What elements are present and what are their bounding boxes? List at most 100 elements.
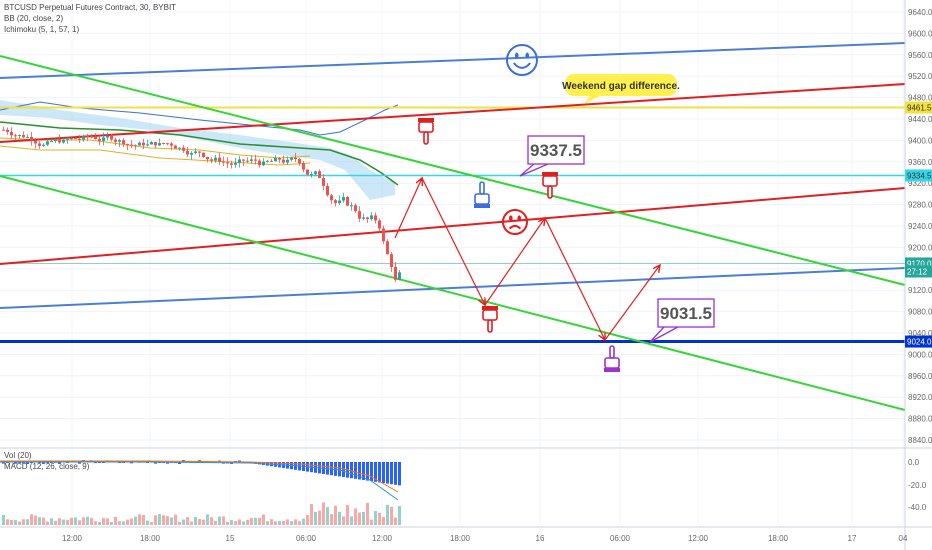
candle-body [50,141,53,143]
candle-body [110,135,113,140]
volume-bar [302,518,305,525]
macd-axis-tick: 0.0 [908,458,920,467]
candle-body [362,217,365,219]
candle-body [150,142,153,145]
volume-bar [398,505,401,525]
candle-body [270,160,273,162]
volume-bar [262,514,265,525]
candle-body [306,169,309,175]
smiley-face-icon [506,44,538,76]
candle-body [6,129,9,132]
candle-body [218,157,221,162]
price-axis-tick: 9000.0 [908,350,932,359]
volume-bar [222,516,225,525]
macd-bar [370,462,373,482]
candle-body [194,151,197,153]
volume-bar [226,521,229,525]
candle-body [90,136,93,138]
price-axis-tick: 8920.0 [908,393,932,402]
macd-bar [390,462,393,485]
volume-bar [370,519,373,525]
volume-bar [34,515,37,525]
legend-macd[interactable]: MACD (12, 26, close, 9) [4,462,90,471]
candle-body [162,142,165,144]
legend-ichimoku[interactable]: Ichimoku (5, 1, 57, 1) [4,25,80,34]
candle-body [398,272,401,280]
price-badge [905,101,932,114]
legend-symbol[interactable]: BTCUSD Perpetual Futures Contract, 30, B… [4,3,177,12]
ichimoku-base-line [0,121,399,186]
candle-body [118,140,121,142]
volume-bar [298,521,301,525]
candle-body [390,254,393,267]
candle-body [54,139,57,142]
volume-bar [50,518,53,525]
projection-arrow [544,217,605,340]
callout-9337-5: 9337.5 [519,135,585,177]
volume-bar [126,519,129,525]
ichimoku-cloud [0,100,395,200]
volume-bar [26,519,29,525]
macd-bar [78,462,81,464]
candle-body [74,138,77,140]
candle-body [262,161,265,166]
macd-bar [366,462,369,481]
candle-body [318,171,321,178]
candle-body [354,205,357,212]
price-axis-tick: 9200.0 [908,243,932,252]
price-badge-label: 27:12 [907,267,928,276]
candle-body [302,163,305,170]
candle-body [334,200,337,204]
price-badge-label: 9461.5 [907,103,932,112]
macd-bar [386,462,389,484]
candle-body [214,157,217,161]
trend-blue-lower [0,267,906,309]
volume-bar [318,510,321,525]
trend-red-upper [0,83,906,143]
candle-body [78,138,81,140]
candle-body [18,135,21,137]
volume-bar [178,521,181,525]
volume-bar [10,520,13,525]
candle-body [234,163,237,165]
volume-bar [242,521,245,525]
candle-body [250,159,253,161]
candle-body [322,177,325,186]
hand-pointing-down-icon [482,306,498,333]
legend-volume[interactable]: Vol (20) [4,451,32,460]
volume-bar [394,517,397,525]
price-axis-tick: 9240.0 [908,222,932,231]
candle-body [238,159,241,164]
candle-body [138,142,141,146]
candle-body [46,141,49,145]
volume-bar [150,521,153,525]
candle-body [254,159,257,161]
price-axis-tick: 8840.0 [908,436,932,445]
candle-body [286,159,289,163]
candle-body [42,144,45,146]
price-axis-tick: 9600.0 [908,29,932,38]
candle-body [246,160,249,162]
candle-body [14,135,17,137]
legend-bollinger[interactable]: BB (20, close, 2) [4,14,64,23]
macd-line [0,461,399,501]
time-axis-tick: 18:00 [768,534,789,543]
volume-bar [314,511,317,525]
candle-body [166,143,169,145]
macd-bar [26,462,29,464]
candle-body [26,136,29,138]
time-axis-tick: 06:00 [610,534,631,543]
macd-bar [330,462,333,476]
volume-bar [274,521,277,525]
volume-bar [338,511,341,525]
candle-body [338,200,341,204]
price-axis-tick: 8880.0 [908,415,932,424]
volume-bar [22,519,25,525]
callout-label: 9337.5 [530,141,582,160]
candle-body [378,220,381,229]
candle-body [134,145,137,147]
candle-body [30,136,33,141]
candle-body [202,152,205,157]
